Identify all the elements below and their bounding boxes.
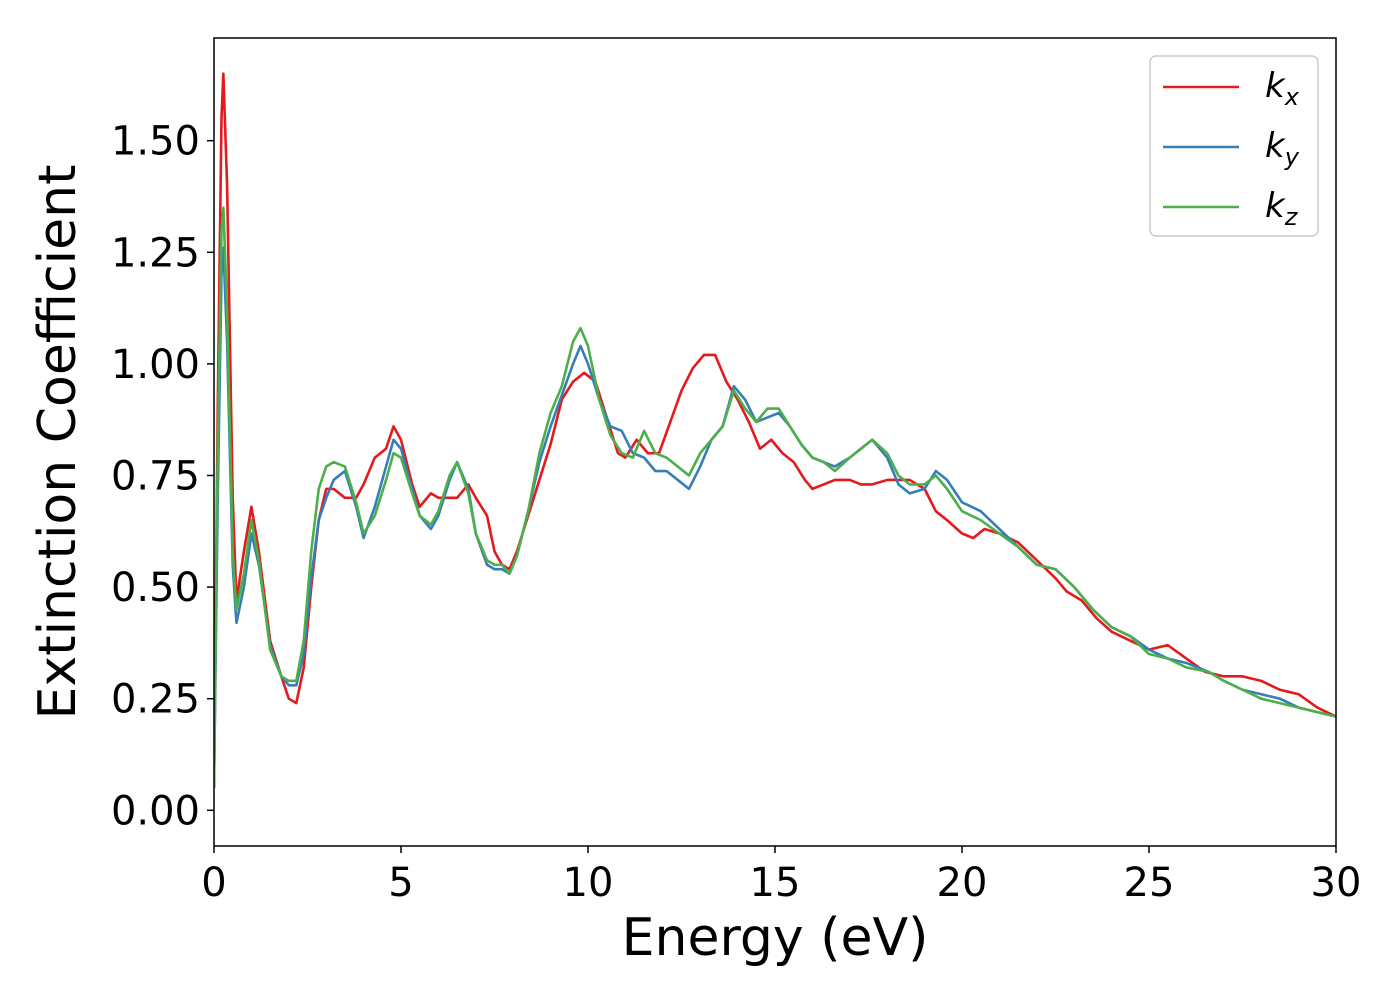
x-tick-label: 25: [1124, 860, 1175, 906]
series-line-z: [214, 206, 1336, 788]
series-line-x: [214, 72, 1336, 788]
y-axis: 0.00 0.25 0.50 0.75 1.00 1.25 1.50: [111, 119, 214, 834]
x-tick-label: 30: [1311, 860, 1362, 906]
plot-area: [214, 72, 1336, 788]
x-tick-label: 15: [750, 860, 801, 906]
legend-label-z: kz: [1265, 186, 1299, 231]
x-tick-label: 5: [388, 860, 413, 906]
y-axis-title: Extinction Coefficient: [28, 165, 88, 720]
y-tick-label: 0.50: [111, 565, 200, 611]
x-tick-label: 20: [937, 860, 988, 906]
y-tick-label: 1.50: [111, 119, 200, 165]
legend-label-y: ky: [1265, 126, 1300, 171]
x-axis: 0 5 10 15 20 25 30: [201, 846, 1361, 906]
y-tick-label: 0.25: [111, 677, 200, 723]
y-tick-label: 0.00: [111, 788, 200, 834]
y-tick-label: 0.75: [111, 453, 200, 499]
y-tick-label: 1.00: [111, 342, 200, 388]
legend-label-x: kx: [1265, 66, 1300, 111]
legend: kx ky kz: [1149, 55, 1319, 237]
x-axis-title: Energy (eV): [622, 908, 929, 968]
x-tick-label: 10: [563, 860, 614, 906]
y-tick-label: 1.25: [111, 230, 200, 276]
x-tick-label: 0: [201, 860, 226, 906]
